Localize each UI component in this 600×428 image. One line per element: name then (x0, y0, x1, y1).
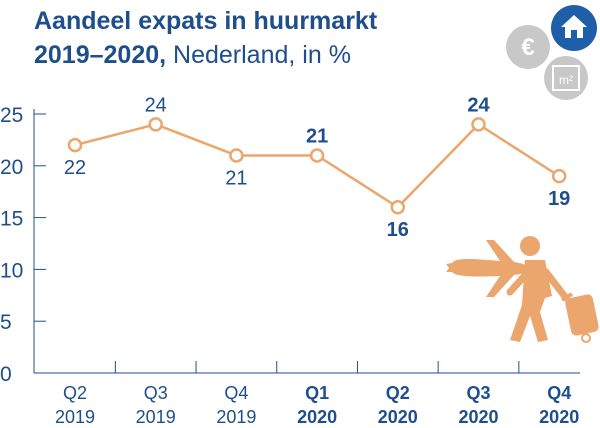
y-tick-label: 5 (0, 311, 12, 334)
axes (33, 109, 580, 374)
data-label: 24 (467, 94, 490, 116)
x-tick-label-year: 2020 (297, 407, 337, 427)
topic-badges: € m² (506, 5, 597, 100)
data-labels: 22 24 21 21 16 24 19 (64, 94, 570, 241)
area-badge: m² (544, 56, 588, 100)
house-badge (551, 5, 597, 51)
y-tick-label: 10 (0, 259, 23, 282)
data-point (229, 148, 244, 163)
title-years: 2019–2020, (34, 41, 167, 69)
traveller-icon (506, 236, 599, 343)
title-subtitle: Nederland, in % (166, 41, 351, 69)
euro-icon: € (521, 34, 534, 61)
x-tick-label-quarter: Q1 (305, 383, 329, 403)
y-tick-label: 25 (0, 104, 23, 127)
x-tick-label-quarter: Q2 (63, 383, 87, 403)
y-tick-label: 0 (0, 363, 12, 386)
data-point (471, 117, 486, 132)
data-point (67, 137, 83, 153)
airplane-icon (446, 240, 530, 297)
data-label: 19 (548, 188, 570, 210)
chart-title: Aandeel expats in huurmarkt 2019–2020, N… (34, 4, 454, 72)
series-expat-share (67, 117, 567, 215)
x-tick-label-year: 2020 (378, 407, 418, 427)
m2-icon: m² (559, 73, 573, 87)
y-tick-label: 20 (0, 156, 23, 179)
data-label: 24 (145, 94, 167, 116)
euro-badge: € (506, 25, 550, 69)
x-tick-label-year: 2019 (136, 407, 176, 427)
data-point (148, 117, 163, 132)
data-point (390, 199, 406, 215)
x-tick-label-year: 2020 (458, 407, 498, 427)
data-label: 21 (306, 125, 328, 147)
house-icon (561, 15, 587, 38)
x-tick-label-quarter: Q3 (466, 383, 490, 403)
data-label: 16 (387, 219, 409, 241)
expat-traveller-illustration (446, 236, 599, 343)
data-point (309, 148, 325, 163)
x-tick-label-quarter: Q4 (547, 383, 571, 403)
x-tick-label-year: 2019 (216, 407, 256, 427)
title-line-1: Aandeel expats in huurmarkt (34, 7, 378, 35)
x-tick-label-quarter: Q2 (386, 383, 410, 403)
y-ticks: 0 5 10 15 20 25 (0, 104, 46, 386)
x-tick-label-quarter: Q4 (224, 383, 248, 403)
x-tick-label-quarter: Q3 (144, 383, 168, 403)
x-ticks: Q2 2019 Q3 2019 Q4 2019 Q1 2020 Q2 2020 Q3 2020 Q4 20… (55, 361, 579, 427)
data-point (551, 168, 567, 184)
x-tick-label-year: 2020 (539, 407, 579, 427)
x-tick-label-year: 2019 (55, 407, 95, 427)
data-label: 22 (64, 157, 86, 179)
data-label: 21 (225, 167, 247, 189)
y-tick-label: 15 (0, 208, 23, 231)
